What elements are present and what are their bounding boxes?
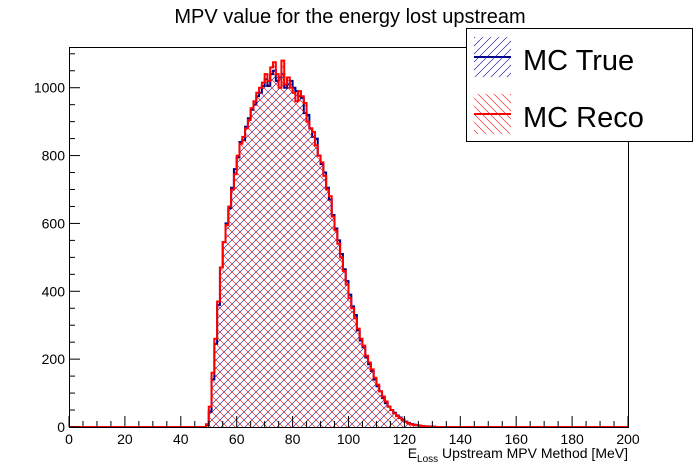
x-tick-label: 180 [560, 431, 584, 447]
y-tick-label: 0 [57, 419, 65, 435]
x-axis-label: ELoss Upstream MPV Method [MeV] [408, 445, 628, 465]
x-tick-label: 60 [229, 431, 245, 447]
y-tick-label: 200 [42, 351, 66, 367]
x-tick-label: 160 [505, 431, 529, 447]
legend-label-mc-reco: MC Reco [523, 102, 644, 134]
y-tick-label: 600 [42, 215, 66, 231]
x-tick-label: 120 [393, 431, 417, 447]
x-tick-label: 100 [337, 431, 361, 447]
x-tick-label: 40 [173, 431, 189, 447]
x-tick-label: 80 [285, 431, 301, 447]
y-tick-label: 800 [42, 148, 66, 164]
axes: 0 20 40 60 80 100 120 140 160 180 200 0 200 400 600 800… [34, 53, 640, 447]
histogram-fill-mc-reco [69, 60, 628, 427]
x-tick-label: 20 [117, 431, 133, 447]
legend: MC True MC Reco [466, 28, 693, 142]
y-tick-label: 1000 [34, 80, 65, 96]
x-tick-label: 200 [616, 431, 640, 447]
x-tick-label: 0 [65, 431, 73, 447]
y-tick-label: 400 [42, 283, 66, 299]
plot-frame [69, 47, 629, 428]
x-tick-label: 140 [449, 431, 473, 447]
chart-title: MPV value for the energy lost upstream [174, 6, 525, 28]
legend-label-mc-true: MC True [523, 45, 634, 77]
